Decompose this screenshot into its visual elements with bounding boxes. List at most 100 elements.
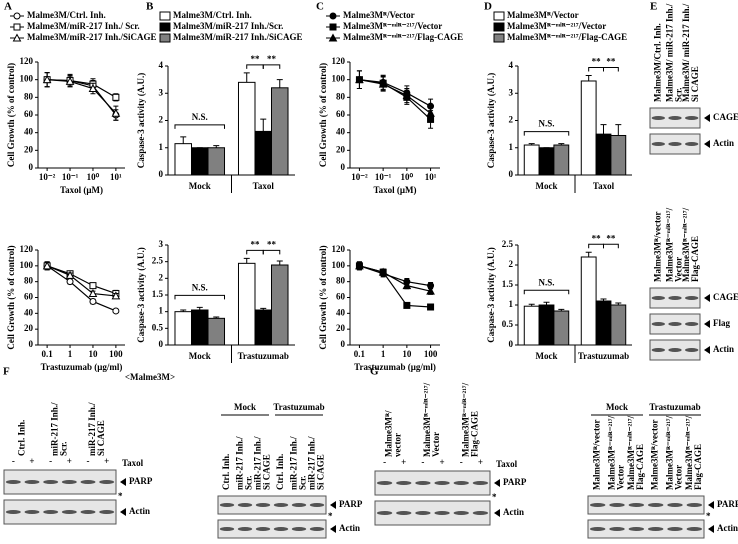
y-axis-label: Cell Growth (% of control) xyxy=(6,63,16,167)
panel-letter: E xyxy=(650,1,657,13)
marker xyxy=(403,301,411,309)
column-label: Flag-CAGE xyxy=(469,411,479,457)
marker xyxy=(13,23,21,31)
blot-strip xyxy=(587,495,705,515)
annotation: ** xyxy=(606,233,616,243)
bar xyxy=(580,256,597,346)
marker xyxy=(426,108,435,117)
legend-swatch xyxy=(159,11,171,21)
marker xyxy=(329,12,337,20)
blot-band xyxy=(99,480,115,484)
y-tick-label: 80 xyxy=(336,276,346,286)
y-tick-label: 0 xyxy=(509,339,514,349)
legend-label: Malme3M/miR-217 Inh./ Scr. xyxy=(27,21,140,31)
marker xyxy=(111,291,121,300)
x-tick-label: 100 xyxy=(109,349,123,359)
row-arrow xyxy=(494,509,500,517)
blot-band xyxy=(651,348,665,352)
y-tick-label: 120 xyxy=(332,244,346,254)
column-label: Malme3M/ miR-217 Inh./ xyxy=(665,3,675,102)
y-axis-label: Cell Growth (% of control) xyxy=(318,63,328,167)
treatment-label: Taxol xyxy=(122,458,144,468)
error-bar xyxy=(600,124,607,135)
y-tick-label: 0 xyxy=(29,162,34,172)
column-label: Vector xyxy=(674,465,684,490)
annotation: ** xyxy=(267,54,277,64)
column-label: Si CAGE xyxy=(316,454,326,490)
x-tick-label: Mock xyxy=(189,181,211,191)
error-bar xyxy=(543,301,550,305)
blot-band xyxy=(434,511,450,515)
y-tick-label: 40 xyxy=(336,127,346,137)
x-tick-label: 10⁻² xyxy=(39,172,56,182)
y-tick-label: 40 xyxy=(336,307,346,317)
blot-strip xyxy=(587,519,705,539)
blot-band xyxy=(609,527,625,531)
blot-band xyxy=(61,510,77,514)
blot-band xyxy=(668,348,682,352)
marker xyxy=(12,33,22,42)
blot-band xyxy=(647,503,664,507)
blot-band xyxy=(396,481,412,485)
y-tick-label: 0 xyxy=(29,339,34,349)
y-tick-label: 80 xyxy=(336,91,346,101)
lane-label: - xyxy=(460,457,463,467)
blot-band xyxy=(453,481,469,485)
column-label: Si CAGE xyxy=(96,420,106,456)
legend-label: Malme3M/miR-217 Inh./SiCAGE xyxy=(27,32,157,42)
column-label: Malme3Mᴿ⁻ᵐⁱᴿ⁻²¹⁷/ xyxy=(606,415,617,490)
error-bar xyxy=(600,298,607,301)
bar xyxy=(207,317,226,346)
bar xyxy=(553,144,570,176)
x-axis-label: Trastuzumab (μg/ml) xyxy=(354,362,436,372)
blot-band xyxy=(255,503,271,507)
column-label: Flag-CAGE xyxy=(690,236,700,282)
blot-strip xyxy=(374,470,491,496)
legend-swatch xyxy=(159,33,171,43)
marker xyxy=(355,75,364,84)
blot-band xyxy=(686,527,703,531)
column-label: Malme3M/Ctrl. Inh. xyxy=(652,23,662,102)
row-arrow xyxy=(704,114,710,122)
x-tick-label: 10¹ xyxy=(425,172,437,182)
error-bar xyxy=(213,316,220,319)
y-tick-label: 0 xyxy=(159,169,164,179)
blot-band xyxy=(609,503,625,507)
series-line xyxy=(47,79,117,114)
annotation: ** xyxy=(592,233,602,243)
bar xyxy=(237,81,256,176)
blot-band xyxy=(668,296,682,300)
row-arrow xyxy=(330,501,336,509)
bar xyxy=(190,147,209,176)
bracket xyxy=(523,131,570,136)
blot-band xyxy=(80,510,96,514)
y-tick-label: 100 xyxy=(332,260,346,270)
blot-band xyxy=(291,503,307,507)
column-label: Malme3Mᴿ⁻ᵐⁱᴿ⁻²¹⁷/ xyxy=(683,415,694,490)
error-bar xyxy=(180,136,187,144)
bracket xyxy=(246,249,264,255)
legend-swatch xyxy=(493,33,505,43)
lane-label: - xyxy=(421,457,424,467)
blot-band xyxy=(273,503,289,507)
blot-band xyxy=(273,527,289,531)
column-label: Malme3Mᴿ/vector xyxy=(652,212,662,282)
legend-label: Malme3Mᴿ/Vector xyxy=(507,10,579,20)
annotation: N.S. xyxy=(538,277,554,287)
lane-label: + xyxy=(67,456,72,466)
x-tick-label: Trastuzumab xyxy=(238,351,289,361)
x-tick-label: 0.1 xyxy=(41,349,53,359)
lane-label: - xyxy=(383,457,386,467)
blot-band xyxy=(628,503,645,507)
band-marker: * xyxy=(492,492,497,502)
blot-band xyxy=(61,480,77,484)
x-tick-label: Mock xyxy=(536,351,558,361)
x-tick-label: Taxol xyxy=(593,181,615,191)
y-tick-label: 40 xyxy=(24,127,34,137)
column-label: Flag-CAGE xyxy=(693,444,703,490)
lane-label: + xyxy=(29,456,34,466)
y-axis-label: Cell Growth (% of control) xyxy=(318,245,328,349)
blot-band xyxy=(376,511,393,515)
row-arrow xyxy=(708,501,714,509)
x-axis-label: Taxol (μM) xyxy=(60,185,103,195)
